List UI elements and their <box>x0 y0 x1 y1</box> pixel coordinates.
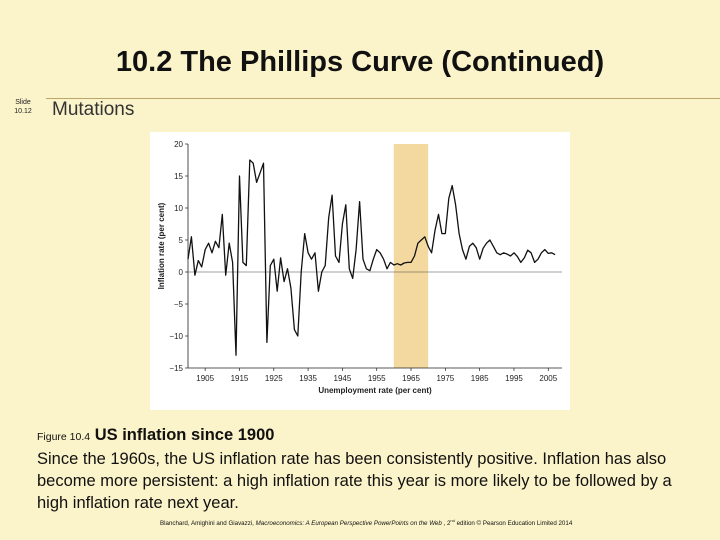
x-tick-label: 1965 <box>402 374 420 383</box>
x-tick-label: 1915 <box>231 374 249 383</box>
figure-number: Figure 10.4 <box>37 431 91 443</box>
x-tick-label: 1955 <box>368 374 386 383</box>
x-tick-label: 1945 <box>334 374 352 383</box>
x-tick-label: 1935 <box>299 374 317 383</box>
subtitle-rule <box>46 98 720 124</box>
x-tick-label: 1975 <box>436 374 454 383</box>
inflation-series-line <box>187 159 556 356</box>
figure-title: US inflation since 1900 <box>94 426 275 444</box>
y-tick-label: −10 <box>169 332 183 341</box>
citation-edition-num: , 2 <box>441 520 451 528</box>
highlight-band <box>393 144 429 368</box>
x-tick-label: 1995 <box>505 374 523 383</box>
citation: Blanchard, Amighini and Giavazzi, Macroe… <box>160 518 716 527</box>
citation-book: Macroeconomics: A European Perspective P… <box>255 520 442 528</box>
x-axis-title: Unemployment rate (per cent) <box>318 386 432 395</box>
slide-title: 10.2 The Phillips Curve (Continued) <box>115 46 605 78</box>
citation-suffix: edition © Pearson Education Limited 2014 <box>454 520 573 528</box>
x-tick-label: 1925 <box>265 374 283 383</box>
citation-edition-sup: nd <box>450 518 455 523</box>
chart-panel: 20 15 10 5 0 −5 −10 −15 1905 1915 1925 1935 1945 1955… <box>150 132 570 410</box>
y-tick-label: 20 <box>174 140 183 149</box>
x-tick-label: 1985 <box>471 374 489 383</box>
slide-number-label: Slide <box>15 99 31 106</box>
y-axis-title: Inflation rate (per cent) <box>157 202 166 289</box>
y-tick-label: 0 <box>179 268 184 277</box>
slide-subtitle: Mutations <box>52 99 135 120</box>
figure-description: Since the 1960s, the US inflation rate h… <box>37 450 672 512</box>
citation-prefix: Blanchard, Amighini and Giavazzi, <box>160 520 256 528</box>
y-tick-label: 10 <box>174 204 183 213</box>
inflation-chart: 20 15 10 5 0 −5 −10 −15 1905 1915 1925 1935 1945 1955… <box>157 140 562 395</box>
x-tick-label: 2005 <box>539 374 557 383</box>
slide-number-value: 10.12 <box>14 108 32 115</box>
y-tick-label: 15 <box>174 172 183 181</box>
slide-number: Slide 10.12 <box>6 98 40 116</box>
x-tick-label: 1905 <box>196 374 214 383</box>
y-tick-label: 5 <box>179 236 184 245</box>
y-tick-label: −5 <box>174 300 184 309</box>
figure-caption: Figure 10.4 US inflation since 1900 Sinc… <box>37 424 687 514</box>
y-tick-label: −15 <box>169 364 183 373</box>
